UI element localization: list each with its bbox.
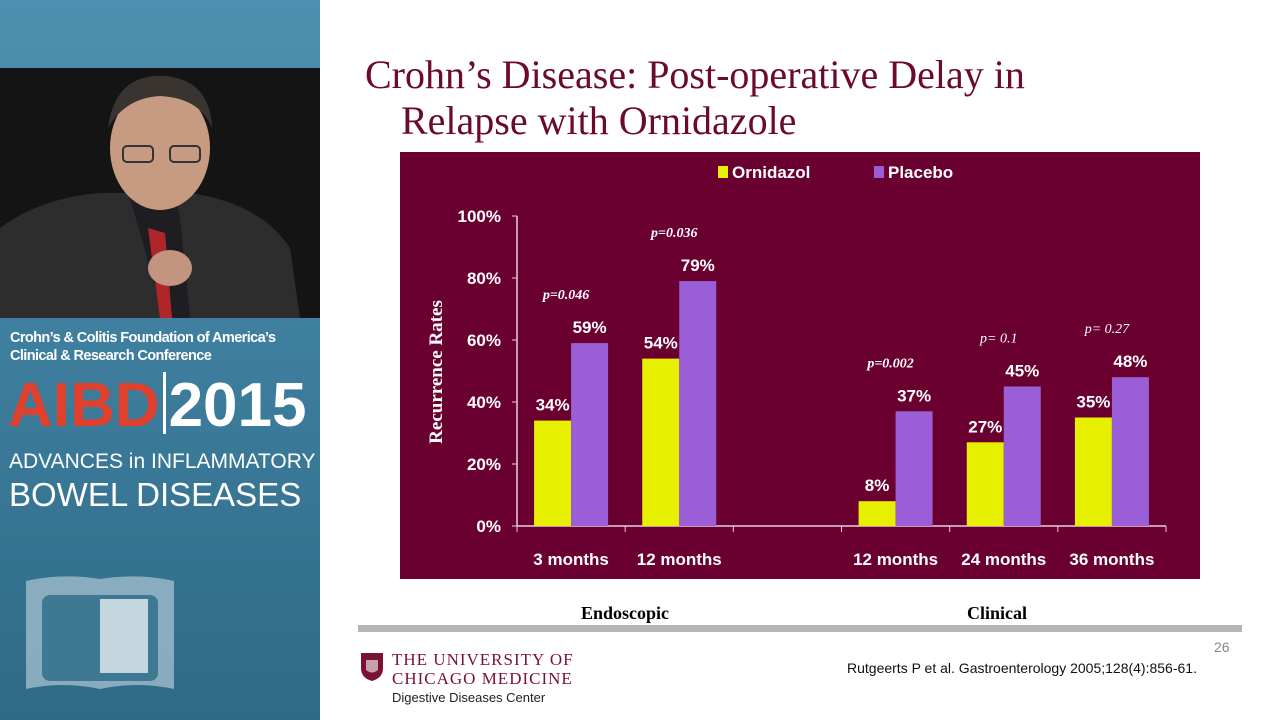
brand-year: 2015 xyxy=(168,371,307,440)
conference-line1: Crohn’s & Colitis Foundation of America’… xyxy=(10,330,276,346)
y-tick-label: 20% xyxy=(467,455,501,474)
p-value: p= 0.27 xyxy=(1084,322,1130,337)
data-label: 45% xyxy=(1005,362,1039,381)
data-label: 8% xyxy=(865,476,890,495)
conference-name: Crohn’s & Colitis Foundation of America’… xyxy=(10,329,276,365)
subtitle-line1: ADVANCES in INFLAMMATORY xyxy=(9,450,316,473)
y-tick-label: 40% xyxy=(467,393,501,412)
chart-background xyxy=(400,152,1200,579)
x-tick-label: 12 months xyxy=(637,550,722,569)
p-value: p=0.046 xyxy=(542,288,589,303)
data-label: 48% xyxy=(1113,352,1147,371)
legend-label-placebo: Placebo xyxy=(888,163,953,182)
speaker-silhouette xyxy=(0,68,320,318)
data-label: 27% xyxy=(968,417,1002,436)
department: Digestive Diseases Center xyxy=(392,690,546,705)
p-value: p=0.036 xyxy=(650,226,697,241)
legend-swatch-ornidazol xyxy=(718,166,728,178)
x-tick-label: 12 months xyxy=(853,550,938,569)
x-tick-label: 36 months xyxy=(1069,550,1154,569)
x-tick-label: 3 months xyxy=(533,550,609,569)
bar-ornidazol xyxy=(858,501,896,526)
page-number: 26 xyxy=(1214,639,1230,655)
y-tick-label: 0% xyxy=(476,517,501,536)
university-shield-icon xyxy=(361,653,383,681)
conference-sidebar: Crohn’s & Colitis Foundation of America’… xyxy=(0,0,320,720)
slide-title: Crohn’s Disease: Post-operative Delay in… xyxy=(365,52,1025,144)
p-value: p=0.002 xyxy=(866,356,913,371)
data-label: 34% xyxy=(536,396,570,415)
data-label: 54% xyxy=(644,334,678,353)
y-tick-label: 100% xyxy=(458,207,501,226)
y-tick-label: 80% xyxy=(467,269,501,288)
bar-ornidazol xyxy=(642,358,680,526)
legend-label-ornidazol: Ornidazol xyxy=(732,163,810,182)
citation: Rutgeerts P et al. Gastroenterology 2005… xyxy=(847,660,1197,676)
x-tick-label: 24 months xyxy=(961,550,1046,569)
institution-line2: CHICAGO MEDICINE xyxy=(392,669,573,688)
bar-placebo xyxy=(571,343,609,526)
bar-ornidazol xyxy=(534,420,572,526)
bar-placebo xyxy=(1111,377,1149,526)
group-label-endoscopic: Endoscopic xyxy=(581,603,670,623)
title-line1: Crohn’s Disease: Post-operative Delay in xyxy=(365,52,1025,97)
data-label: 79% xyxy=(681,256,715,275)
brand-acronym: AIBD xyxy=(8,371,160,440)
book-logo-icon xyxy=(26,576,174,689)
bar-ornidazol xyxy=(966,442,1004,526)
institution-name: THE UNIVERSITY OF CHICAGO MEDICINE xyxy=(392,650,574,688)
data-label: 59% xyxy=(573,318,607,337)
legend-swatch-placebo xyxy=(874,166,884,178)
data-label: 37% xyxy=(897,386,931,405)
data-label: 35% xyxy=(1076,393,1110,412)
institution-line1: THE UNIVERSITY OF xyxy=(392,650,574,669)
title-line2: Relapse with Ornidazole xyxy=(401,98,797,143)
bar-placebo xyxy=(679,281,717,526)
group-label-clinical: Clinical xyxy=(967,603,1028,623)
subtitle-line2: BOWEL DISEASES xyxy=(9,476,302,513)
y-tick-label: 60% xyxy=(467,331,501,350)
bar-ornidazol xyxy=(1074,417,1112,526)
conference-line2: Clinical & Research Conference xyxy=(10,348,212,364)
y-axis-title: Recurrence Rates xyxy=(426,300,447,444)
p-value: p= 0.1 xyxy=(979,332,1017,347)
bar-placebo xyxy=(895,411,933,526)
speaker-video xyxy=(0,68,320,318)
aibd-logo: AIBD 2015 xyxy=(8,372,307,440)
divider xyxy=(358,625,1242,632)
bar-placebo xyxy=(1003,386,1041,526)
recurrence-bar-chart: 0% 20% 40% 60% 80% 100% Recurrence Rates 3 mont… xyxy=(426,163,1167,569)
